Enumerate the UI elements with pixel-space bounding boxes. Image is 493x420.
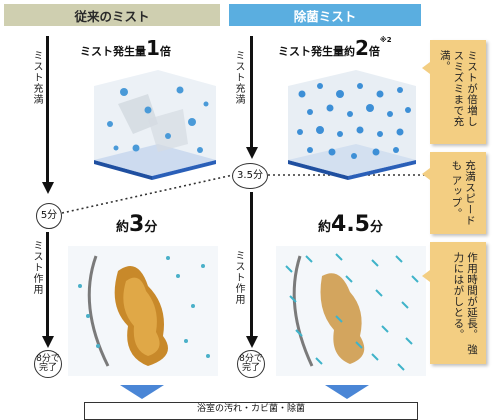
right-fill-axis xyxy=(250,36,253,151)
right-done-marker: 8分で 完了 xyxy=(237,350,265,378)
conventional-mold-image xyxy=(68,246,218,376)
right-action-axis xyxy=(250,192,253,340)
left-fill-label: ミスト充満 xyxy=(31,50,42,105)
left-fill-axis xyxy=(46,36,49,186)
left-done-text: 8分で 完了 xyxy=(36,353,60,373)
note-mist-fill-text: ミストが倍増し スミズミまで充満。 xyxy=(438,50,478,127)
right-fill-time-text: 3.5分 xyxy=(237,169,263,181)
sterilizing-amount-unit: 倍 xyxy=(368,45,380,58)
sterilizing-amount-value: 2 xyxy=(355,36,369,60)
sterilizing-time-prefix: 約 xyxy=(318,220,332,235)
left-action-label: ミスト作用 xyxy=(31,240,42,295)
left-fill-time-text: 5分 xyxy=(40,209,58,221)
sterilizing-mist-box-image xyxy=(288,70,416,180)
sterilizing-time-unit: 分 xyxy=(370,220,384,235)
left-action-axis xyxy=(46,232,49,340)
fill-time-connector xyxy=(61,174,234,214)
conventional-mist-amount: ミスト発生量1倍 xyxy=(80,36,171,60)
conventional-amount-unit: 倍 xyxy=(159,45,171,58)
conventional-action-time: 約3分 xyxy=(116,212,157,237)
right-down-arrow xyxy=(325,385,369,399)
sterilizing-mold-image xyxy=(276,246,426,376)
note-speed-text: 充満スピードも アップ。 xyxy=(450,160,476,226)
conventional-mist-box-image xyxy=(94,70,216,180)
sterilizing-amount-prefix: ミスト発生量約 xyxy=(278,45,355,58)
left-fill-arrowhead xyxy=(41,182,54,194)
conventional-time-unit: 分 xyxy=(144,220,158,235)
conventional-amount-value: 1 xyxy=(146,36,160,60)
right-fill-time-marker: 3.5分 xyxy=(232,163,268,189)
note-action-box: 作用時間が延長。 強力にはがしとる。 xyxy=(430,242,486,364)
left-done-marker: 8分で 完了 xyxy=(34,350,62,378)
right-fill-label: ミスト充満 xyxy=(233,50,244,105)
right-action-label: ミスト作用 xyxy=(233,250,244,305)
conventional-time-prefix: 約 xyxy=(116,220,130,235)
header-conventional-mist: 従来のミスト xyxy=(4,4,220,26)
note-speed-pointer xyxy=(422,168,430,180)
conventional-time-value: 3 xyxy=(129,212,145,237)
left-down-arrow xyxy=(120,385,164,399)
sterilizing-time-value: 4.5 xyxy=(331,212,370,237)
left-action-arrowhead xyxy=(41,336,54,348)
sterilizing-amount-footnote: ※2 xyxy=(379,36,392,44)
note-speed-box: 充満スピードも アップ。 xyxy=(430,152,486,234)
right-done-text: 8分で 完了 xyxy=(239,353,263,373)
note-action-pointer xyxy=(422,270,430,282)
right-action-arrowhead xyxy=(245,336,258,348)
sterilizing-action-time: 約4.5分 xyxy=(318,212,383,237)
conventional-amount-prefix: ミスト発生量 xyxy=(80,45,146,58)
header-sterilizing-mist: 除菌ミスト xyxy=(229,4,421,26)
note-action-text: 作用時間が延長。 強力にはがしとる。 xyxy=(452,252,478,355)
right-fill-arrowhead xyxy=(245,147,258,159)
left-fill-time-marker: 5分 xyxy=(36,203,62,229)
caption-box: 浴室の汚れ・カビ菌・除菌 xyxy=(84,402,418,420)
note-mist-fill-pointer xyxy=(422,62,430,74)
note-mist-fill-box: ミストが倍増し スミズミまで充満。 xyxy=(430,40,486,144)
sterilizing-mist-amount: ミスト発生量約2倍※2 xyxy=(278,36,392,60)
